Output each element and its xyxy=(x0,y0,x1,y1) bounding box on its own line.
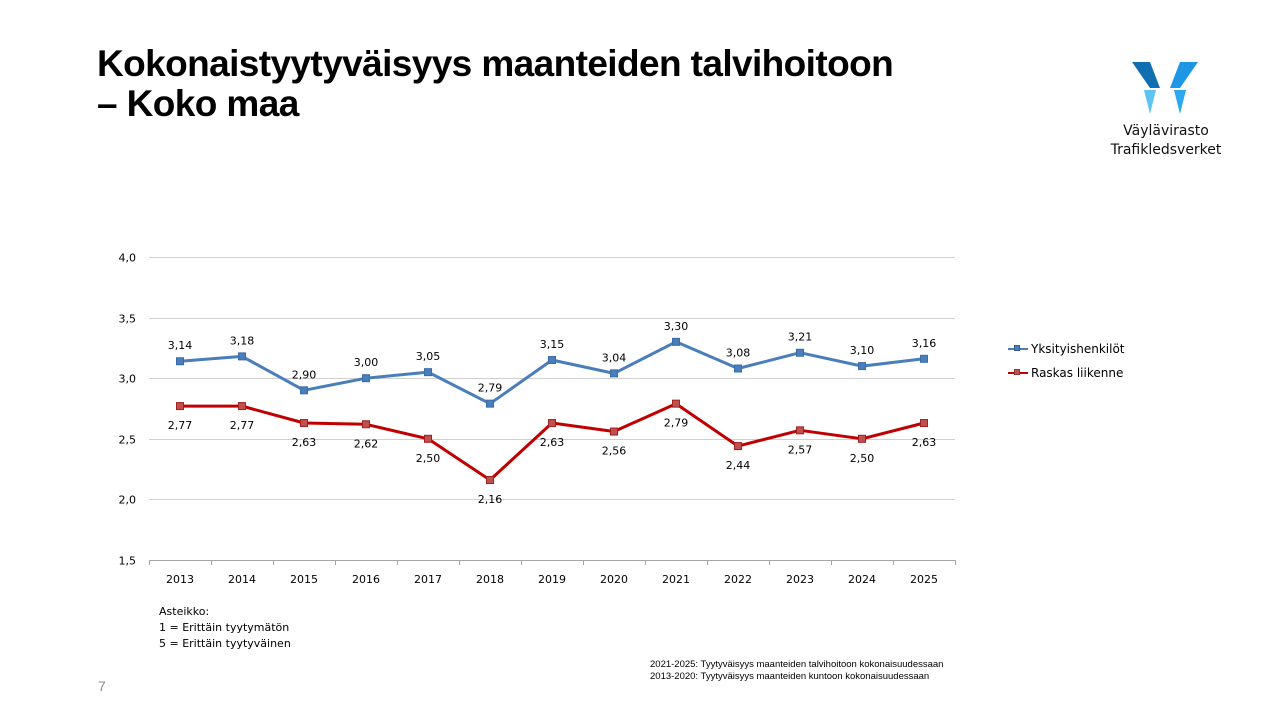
scale-note: Asteikko: 1 = Erittäin tyytymätön 5 = Er… xyxy=(159,604,291,652)
data-label-yksityishenkilot-2017: 3,05 xyxy=(416,350,441,363)
data-point-raskas-liikenne-2016 xyxy=(362,420,370,429)
y-tick-label: 2,5 xyxy=(119,434,137,447)
data-point-yksityishenkilot-2021 xyxy=(672,337,680,346)
y-tick-label: 4,0 xyxy=(119,252,137,265)
data-label-yksityishenkilot-2015: 2,90 xyxy=(292,368,317,381)
slide-title-line-1: Kokonaistyytyväisyys maanteiden talvihoi… xyxy=(97,43,894,84)
data-point-yksityishenkilot-2016 xyxy=(362,374,370,383)
slide-title-line-2: – Koko maa xyxy=(97,83,299,124)
data-point-raskas-liikenne-2023 xyxy=(796,426,804,435)
logo-right-bottom xyxy=(1174,90,1186,114)
data-label-yksityishenkilot-2014: 3,18 xyxy=(230,334,255,347)
x-tick-label-2019: 2019 xyxy=(538,573,566,586)
data-point-raskas-liikenne-2022 xyxy=(734,442,742,451)
x-tick-label-2017: 2017 xyxy=(414,573,442,586)
slide-title: Kokonaistyytyväisyys maanteiden talvihoi… xyxy=(97,44,1057,124)
data-point-raskas-liikenne-2024 xyxy=(858,434,866,443)
data-label-raskas-liikenne-2023: 2,57 xyxy=(788,443,813,456)
data-label-raskas-liikenne-2015: 2,63 xyxy=(292,436,317,449)
data-label-raskas-liikenne-2025: 2,63 xyxy=(912,436,937,449)
data-label-yksityishenkilot-2016: 3,00 xyxy=(354,356,379,369)
x-tick-label-2013: 2013 xyxy=(166,573,194,586)
x-tick-label-2016: 2016 xyxy=(352,573,380,586)
x-tick-label-2022: 2022 xyxy=(724,573,752,586)
data-point-yksityishenkilot-2019 xyxy=(548,356,556,365)
vaylavirasto-logo-icon xyxy=(1132,62,1198,114)
legend-label-raskas-liikenne: Raskas liikenne xyxy=(1031,366,1124,380)
logo-left-bottom xyxy=(1144,90,1156,114)
scale-note-min: 1 = Erittäin tyytymätön xyxy=(159,621,290,634)
data-label-yksityishenkilot-2022: 3,08 xyxy=(726,347,751,360)
data-point-raskas-liikenne-2015 xyxy=(300,419,308,428)
data-point-yksityishenkilot-2022 xyxy=(734,364,742,373)
source-note-line-1: 2021-2025: Tyytyväisyys maanteiden talvi… xyxy=(650,659,944,670)
data-label-yksityishenkilot-2020: 3,04 xyxy=(602,351,627,364)
data-point-yksityishenkilot-2014 xyxy=(238,352,246,361)
legend-swatch-raskas-liikenne xyxy=(1008,369,1028,375)
logo-text: Väylävirasto Trafikledsverket xyxy=(1098,122,1234,160)
vaylavirasto-logo: Väylävirasto Trafikledsverket xyxy=(1098,62,1234,172)
data-point-raskas-liikenne-2017 xyxy=(424,434,432,443)
source-note-line-2: 2013-2020: Tyytyväisyys maanteiden kunto… xyxy=(650,671,930,682)
logo-text-line-2: Trafikledsverket xyxy=(1110,142,1222,158)
data-point-yksityishenkilot-2018 xyxy=(486,399,494,408)
logo-text-line-1: Väylävirasto xyxy=(1123,123,1209,139)
x-tick-label-2020: 2020 xyxy=(600,573,628,586)
data-label-yksityishenkilot-2023: 3,21 xyxy=(788,331,813,344)
scale-note-title: Asteikko: xyxy=(159,605,210,618)
data-point-raskas-liikenne-2020 xyxy=(610,427,618,436)
logo-left-top xyxy=(1132,62,1160,88)
data-point-raskas-liikenne-2014 xyxy=(238,402,246,411)
data-point-raskas-liikenne-2013 xyxy=(176,402,184,411)
data-label-raskas-liikenne-2020: 2,56 xyxy=(602,445,627,458)
y-tick-label: 1,5 xyxy=(119,555,137,568)
data-point-raskas-liikenne-2019 xyxy=(548,419,556,428)
x-tick-label-2025: 2025 xyxy=(910,573,938,586)
data-point-yksityishenkilot-2015 xyxy=(300,386,308,395)
data-label-raskas-liikenne-2017: 2,50 xyxy=(416,452,441,465)
data-label-raskas-liikenne-2016: 2,62 xyxy=(354,437,379,450)
data-point-yksityishenkilot-2017 xyxy=(424,368,432,377)
scale-note-max: 5 = Erittäin tyytyväinen xyxy=(159,637,291,650)
data-label-raskas-liikenne-2018: 2,16 xyxy=(478,493,503,506)
data-point-raskas-liikenne-2025 xyxy=(920,419,928,428)
legend-swatch-yksityishenkilot xyxy=(1008,345,1028,351)
data-point-yksityishenkilot-2013 xyxy=(176,357,184,366)
x-tick-label-2018: 2018 xyxy=(476,573,504,586)
y-tick-label: 3,5 xyxy=(119,313,137,326)
data-label-raskas-liikenne-2024: 2,50 xyxy=(850,452,875,465)
data-label-yksityishenkilot-2025: 3,16 xyxy=(912,337,937,350)
data-label-raskas-liikenne-2019: 2,63 xyxy=(540,436,565,449)
x-tick-label-2014: 2014 xyxy=(228,573,256,586)
page-number: 7 xyxy=(98,678,106,694)
chart-legend: Yksityishenkilöt Raskas liikenne xyxy=(1008,337,1125,385)
data-label-yksityishenkilot-2024: 3,10 xyxy=(850,344,875,357)
x-tick-label-2021: 2021 xyxy=(662,573,690,586)
y-tick-label: 2,0 xyxy=(119,494,137,507)
data-point-yksityishenkilot-2020 xyxy=(610,369,618,378)
data-label-yksityishenkilot-2021: 3,30 xyxy=(664,320,689,333)
y-tick-label: 3,0 xyxy=(119,373,137,386)
legend-item-raskas-liikenne: Raskas liikenne xyxy=(1008,361,1125,385)
data-point-yksityishenkilot-2024 xyxy=(858,362,866,371)
data-label-yksityishenkilot-2013: 3,14 xyxy=(168,339,193,352)
data-label-yksityishenkilot-2018: 2,79 xyxy=(478,382,503,395)
data-label-yksityishenkilot-2019: 3,15 xyxy=(540,338,565,351)
source-note: 2021-2025: Tyytyväisyys maanteiden talvi… xyxy=(650,659,943,683)
data-point-raskas-liikenne-2021 xyxy=(672,399,680,408)
logo-right-top xyxy=(1170,62,1198,88)
data-point-yksityishenkilot-2025 xyxy=(920,354,928,363)
legend-item-yksityishenkilot: Yksityishenkilöt xyxy=(1008,337,1125,361)
data-label-raskas-liikenne-2021: 2,79 xyxy=(664,417,689,430)
data-label-raskas-liikenne-2014: 2,77 xyxy=(230,419,255,432)
data-point-raskas-liikenne-2018 xyxy=(486,476,494,485)
legend-label-yksityishenkilot: Yksityishenkilöt xyxy=(1031,342,1125,356)
x-tick-label-2024: 2024 xyxy=(848,573,876,586)
x-tick-label-2015: 2015 xyxy=(290,573,318,586)
data-point-yksityishenkilot-2023 xyxy=(796,348,804,357)
x-tick-label-2023: 2023 xyxy=(786,573,814,586)
data-label-raskas-liikenne-2022: 2,44 xyxy=(726,459,751,472)
data-label-raskas-liikenne-2013: 2,77 xyxy=(168,419,193,432)
